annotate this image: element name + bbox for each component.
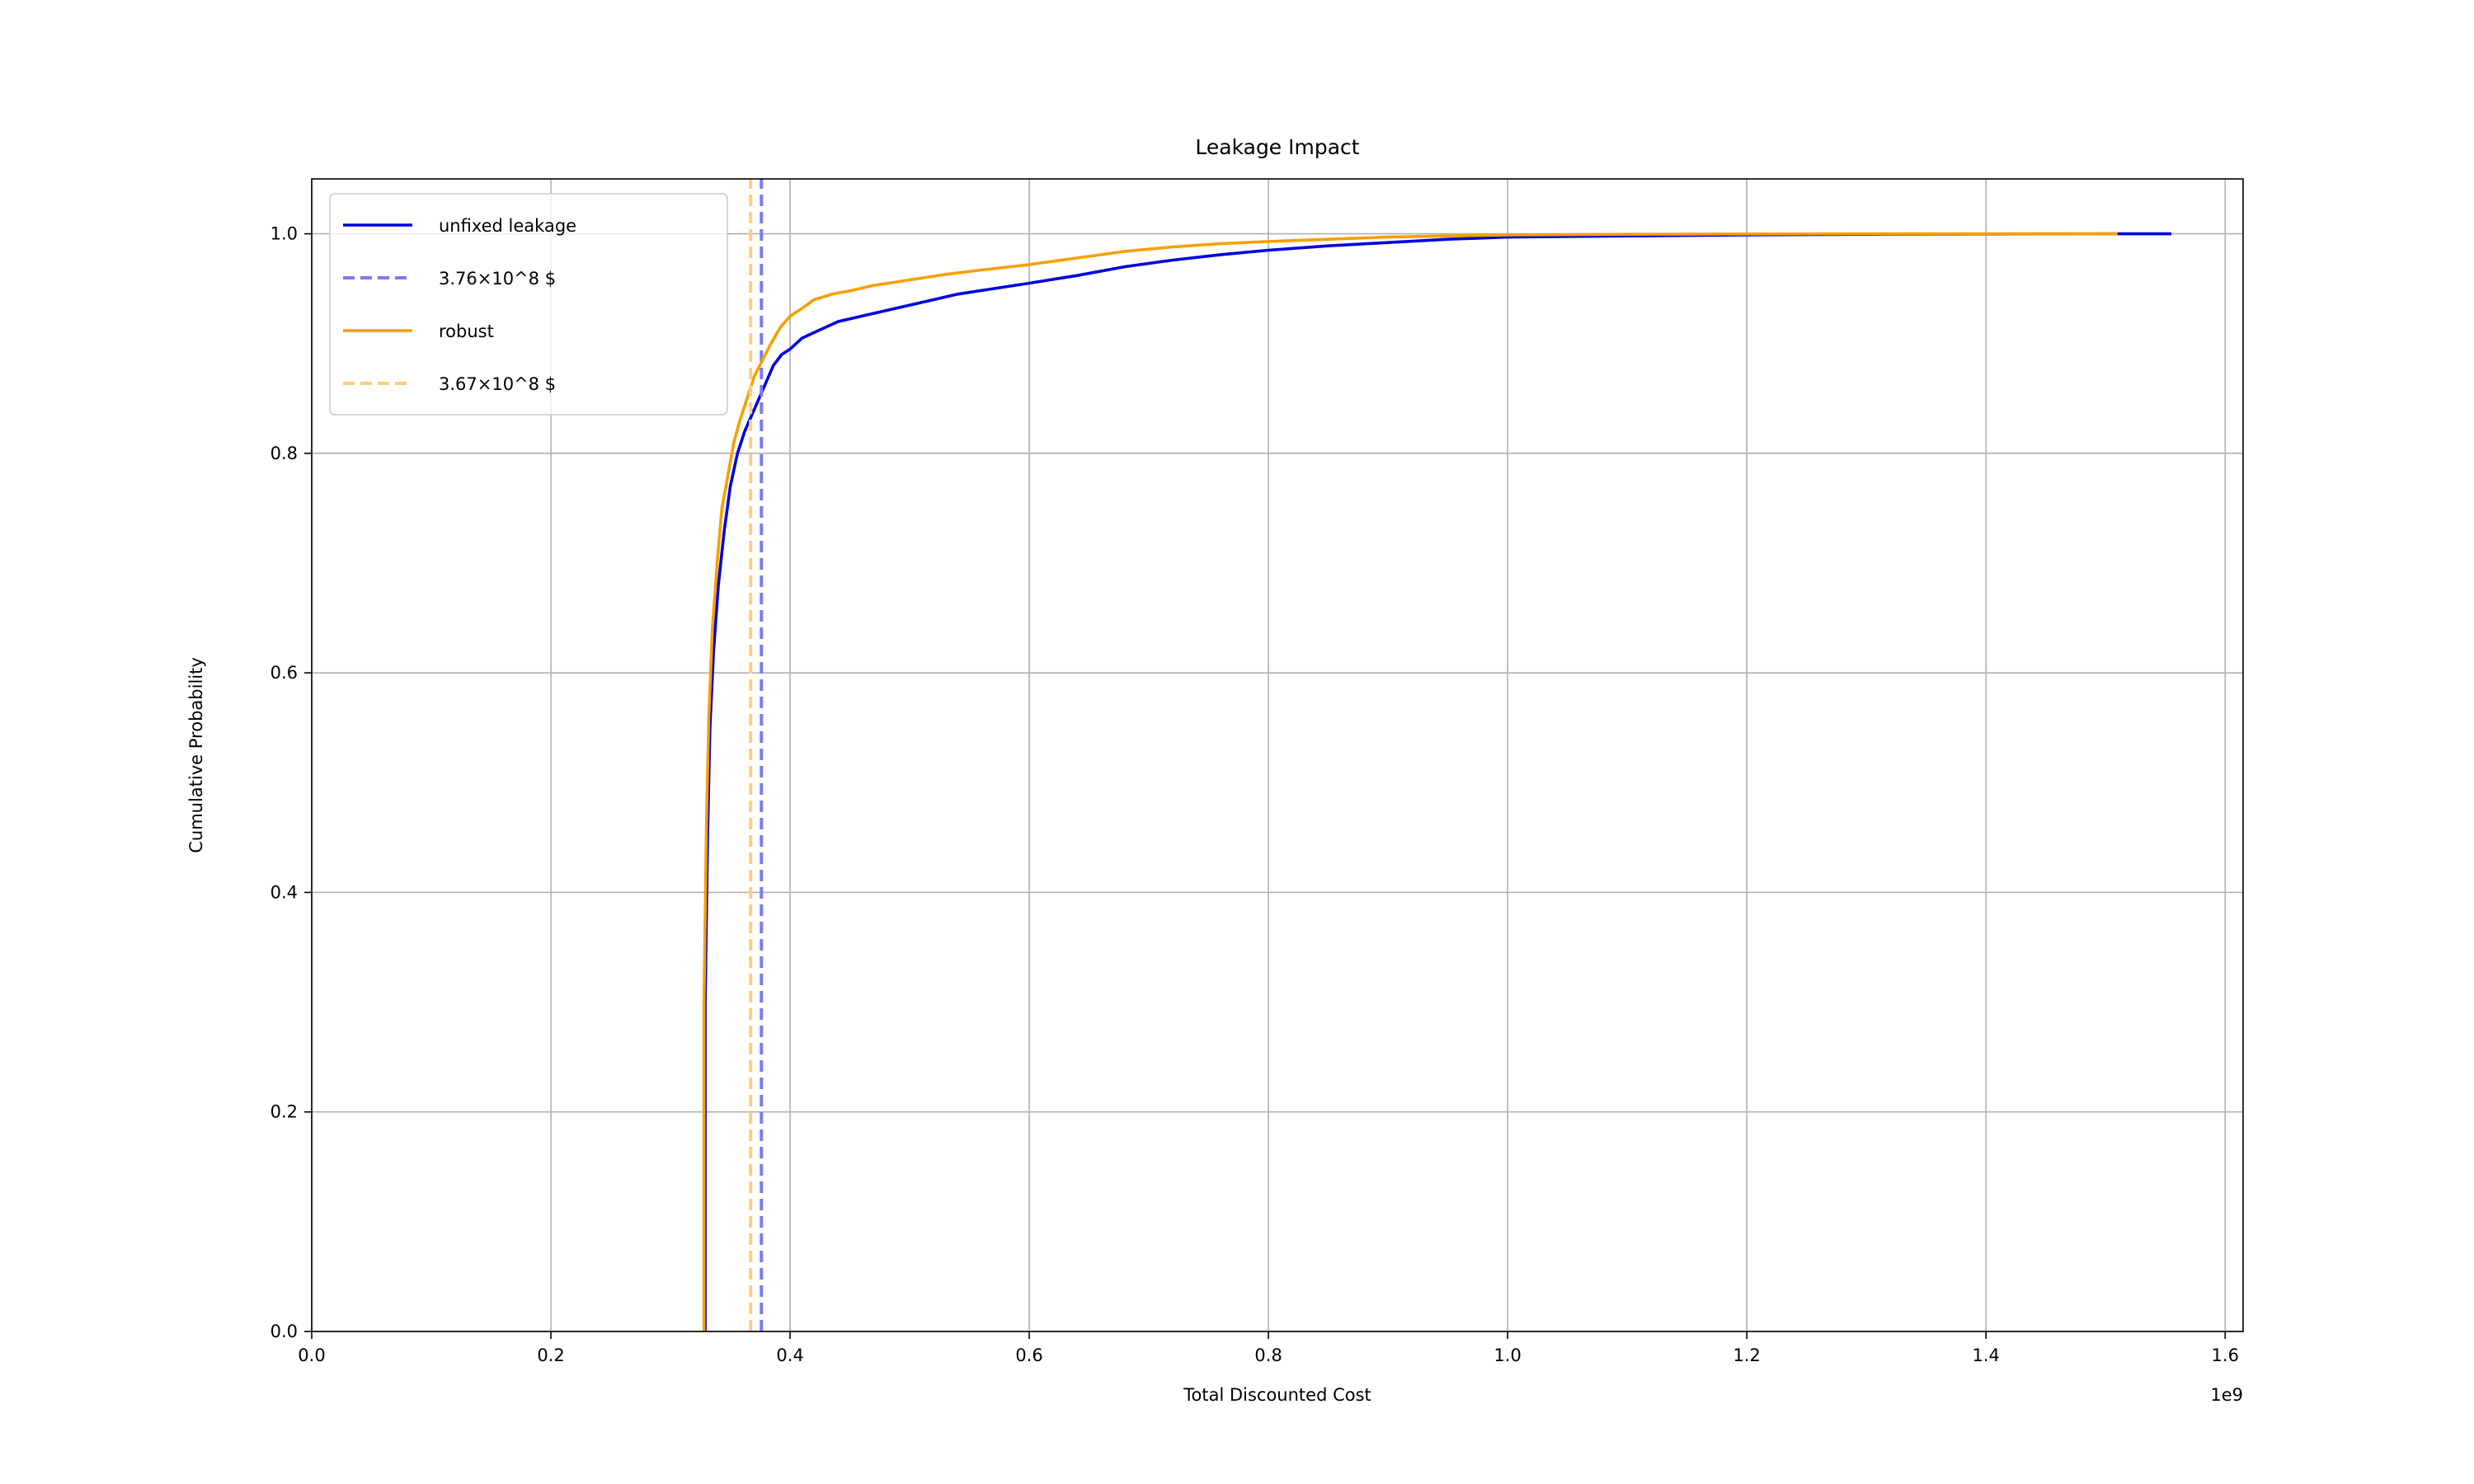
x-axis-label: Total Discounted Cost bbox=[1183, 1385, 1371, 1405]
x-tick-label: 1.4 bbox=[1973, 1345, 2000, 1365]
x-tick-label: 0.2 bbox=[537, 1345, 564, 1365]
y-tick-label: 0.8 bbox=[270, 444, 298, 463]
series-line-3 bbox=[702, 232, 2118, 1331]
x-tick-label: 1.2 bbox=[1733, 1345, 1760, 1365]
legend-label: 3.67×10^8 $ bbox=[439, 374, 556, 394]
x-tick-label: 0.6 bbox=[1015, 1345, 1042, 1365]
y-tick-label: 0.6 bbox=[270, 663, 298, 683]
legend: unfixed leakage 3.76×10^8 $ robust 3.67×10^… bbox=[329, 193, 728, 416]
ticks: 0.0 0.2 0.4 0.6 0.8 1.0 1.2 1.4 1.6 0.0 0.2 0.4 0.6 0… bbox=[270, 224, 2239, 1365]
legend-label: unfixed leakage bbox=[439, 216, 576, 236]
x-axis-offset-label: 1e9 bbox=[2210, 1385, 2243, 1405]
chart-title: Leakage Impact bbox=[1195, 135, 1359, 159]
y-tick-label: 0.4 bbox=[270, 882, 298, 902]
y-tick-label: 1.0 bbox=[270, 224, 298, 244]
x-tick-label: 0.4 bbox=[776, 1345, 803, 1365]
y-tick-label: 0.0 bbox=[270, 1322, 298, 1341]
x-tick-label: 1.6 bbox=[2212, 1345, 2239, 1365]
series-layer bbox=[702, 179, 2171, 1331]
x-tick-label: 1.0 bbox=[1493, 1345, 1521, 1365]
plot-frame bbox=[311, 178, 2244, 1332]
x-tick-label: 0.0 bbox=[298, 1345, 325, 1365]
x-tick-label: 0.8 bbox=[1254, 1345, 1282, 1365]
legend-label: 3.76×10^8 $ bbox=[439, 269, 556, 289]
legend-label: robust bbox=[439, 322, 494, 341]
legend-box bbox=[329, 193, 728, 416]
series-line-1 bbox=[703, 232, 2171, 1331]
y-axis-label: Cumulative Probability bbox=[186, 657, 206, 853]
y-tick-label: 0.2 bbox=[270, 1102, 298, 1122]
